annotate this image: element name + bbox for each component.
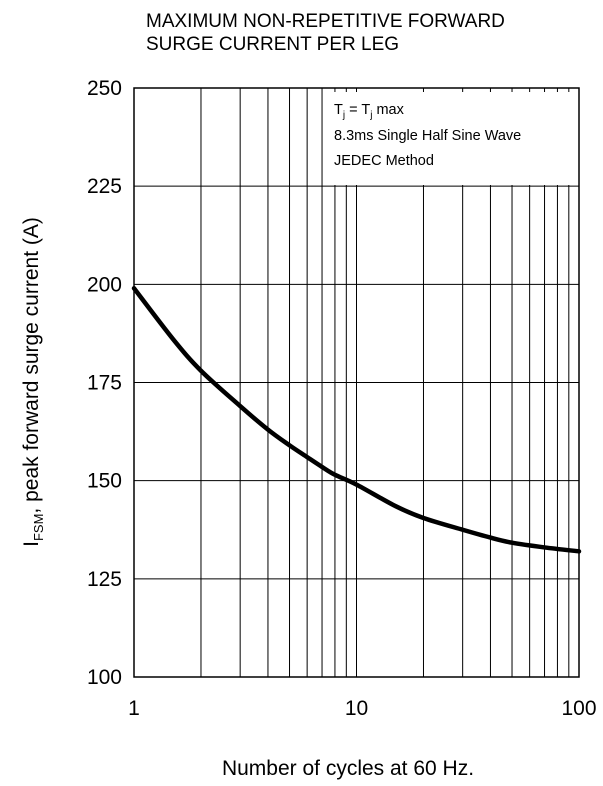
y-tick-label: 100 — [87, 666, 122, 689]
y-tick-label: 200 — [87, 273, 122, 296]
plot-frame — [133, 87, 580, 678]
y-tick-label: 225 — [87, 175, 122, 198]
x-tick-label: 100 — [561, 697, 596, 720]
x-tick-label: 10 — [345, 697, 368, 720]
y-axis-ticks: 100 125 150 175 200 225 250 — [87, 77, 122, 689]
x-axis-ticks: 1 10 100 — [128, 697, 596, 720]
series-line — [131, 286, 582, 554]
grid — [134, 88, 579, 677]
annotation-conditions-line-3: JEDEC Method — [334, 153, 434, 169]
annotation-conditions-line-1: Tj = Tj max — [334, 102, 405, 121]
y-axis-label: IFSM, peak forward surge current (A) — [20, 217, 46, 547]
y-tick-label: 250 — [87, 77, 122, 100]
y-tick-label: 150 — [87, 470, 122, 493]
y-tick-label: 175 — [87, 372, 122, 395]
x-axis-label: Number of cycles at 60 Hz. — [222, 757, 474, 780]
annotation-conditions-line-2: 8.3ms Single Half Sine Wave — [334, 128, 521, 144]
annotation-box — [327, 92, 577, 185]
x-tick-label: 1 — [128, 697, 140, 720]
y-tick-label: 125 — [87, 568, 122, 591]
chart-title-line-1: MAXIMUM NON-REPETITIVE FORWARD — [146, 11, 505, 32]
chart-title-line-2: SURGE CURRENT PER LEG — [146, 34, 399, 55]
